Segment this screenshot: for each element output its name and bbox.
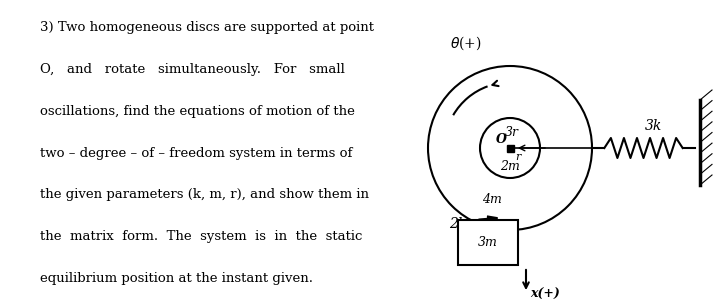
Text: 3k: 3k (645, 119, 662, 133)
Text: 3) Two homogeneous discs are supported at point: 3) Two homogeneous discs are supported a… (40, 21, 374, 34)
Text: x(+): x(+) (530, 288, 559, 299)
Text: $\theta$(+): $\theta$(+) (450, 35, 482, 52)
Text: 4m: 4m (482, 193, 502, 206)
FancyBboxPatch shape (506, 144, 513, 152)
Text: two – degree – of – freedom system in terms of: two – degree – of – freedom system in te… (40, 147, 352, 159)
Text: 2m: 2m (500, 160, 520, 173)
Text: equilibrium position at the instant given.: equilibrium position at the instant give… (40, 272, 312, 285)
Text: 3r: 3r (505, 126, 519, 139)
Text: r: r (515, 152, 521, 162)
Text: the given parameters (k, m, r), and show them in: the given parameters (k, m, r), and show… (40, 188, 369, 201)
Text: 2k: 2k (449, 217, 466, 231)
FancyBboxPatch shape (458, 220, 518, 265)
Text: 3m: 3m (478, 236, 498, 249)
Text: oscillations, find the equations of motion of the: oscillations, find the equations of moti… (40, 105, 354, 118)
Text: the  matrix  form.  The  system  is  in  the  static: the matrix form. The system is in the st… (40, 230, 362, 243)
Text: O: O (496, 133, 507, 146)
Text: O,   and   rotate   simultaneously.   For   small: O, and rotate simultaneously. For small (40, 63, 344, 76)
